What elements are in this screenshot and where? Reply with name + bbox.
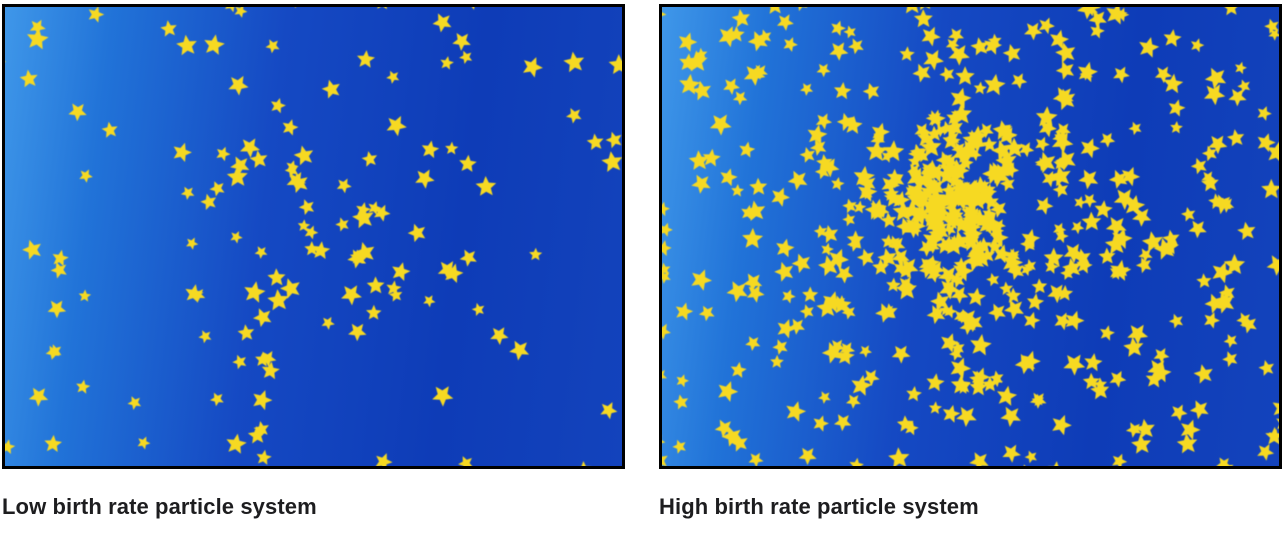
panel-low-birth-rate: Low birth rate particle system [2,4,625,520]
caption-low-birth-rate: Low birth rate particle system [2,494,317,519]
star-field-low [5,7,622,466]
particle-image-high-birth-rate [659,4,1282,469]
particle-image-low-birth-rate [2,4,625,469]
caption-high-birth-rate: High birth rate particle system [659,494,979,519]
star-field-high [662,7,1279,466]
panel-high-birth-rate: High birth rate particle system [659,4,1282,520]
particle-system-comparison-figure: Low birth rate particle system High birt… [2,4,1282,520]
